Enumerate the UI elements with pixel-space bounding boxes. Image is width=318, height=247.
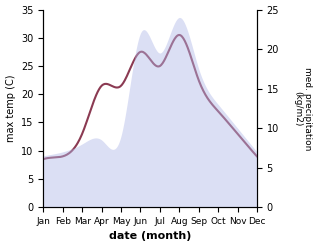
- Y-axis label: max temp (C): max temp (C): [5, 75, 16, 142]
- Y-axis label: med. precipitation
(kg/m2): med. precipitation (kg/m2): [293, 67, 313, 150]
- X-axis label: date (month): date (month): [109, 231, 191, 242]
